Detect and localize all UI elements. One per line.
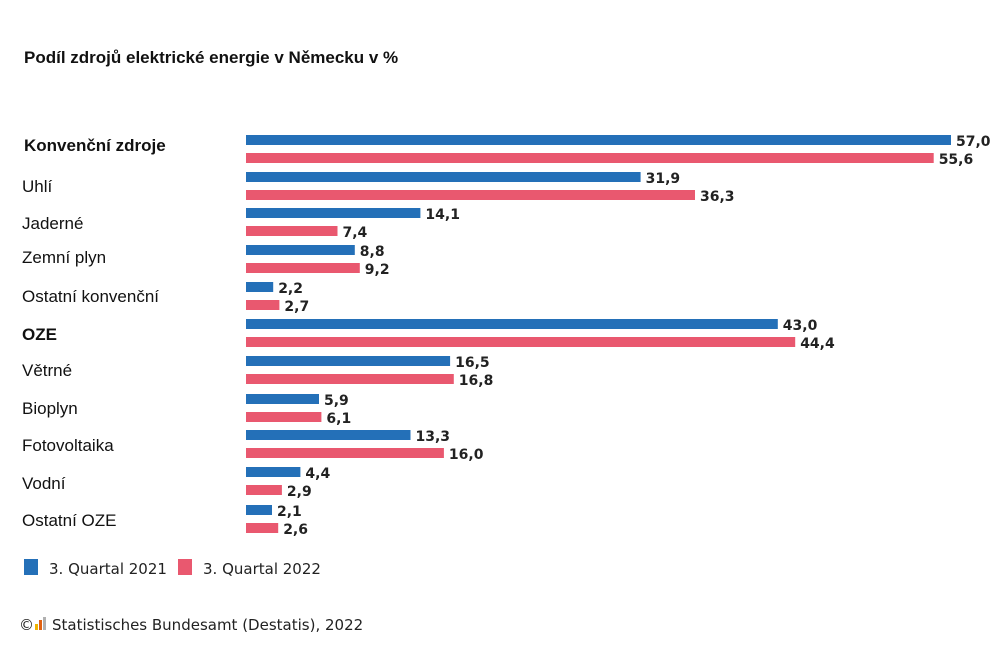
bar-2022 bbox=[246, 153, 934, 163]
bar-2021 bbox=[246, 505, 272, 515]
data-label: 8,8 bbox=[360, 244, 385, 260]
bar-2021 bbox=[246, 245, 355, 255]
bar-2021 bbox=[246, 135, 951, 145]
bar-2022 bbox=[246, 412, 322, 422]
value-labels: 57,0 55,6 31,9 36,3 14,1 7,4 8,8 9,2 2,2 2,7 43,0 4… bbox=[277, 134, 991, 538]
data-label: 57,0 bbox=[956, 134, 991, 150]
bar-2021 bbox=[246, 394, 319, 404]
bar-2021 bbox=[246, 282, 274, 292]
data-label: 2,7 bbox=[284, 299, 309, 315]
data-label: 36,3 bbox=[700, 189, 735, 205]
bar-2021 bbox=[246, 208, 421, 218]
legend-swatch-2022 bbox=[178, 559, 192, 575]
source-text: Statistisches Bundesamt (Destatis), 2022 bbox=[52, 616, 363, 634]
data-label: 9,2 bbox=[365, 262, 390, 278]
bars bbox=[246, 135, 951, 533]
data-label: 2,6 bbox=[283, 522, 308, 538]
category-label: Zemní plyn bbox=[22, 248, 106, 267]
category-label: Ostatní konvenční bbox=[22, 287, 159, 306]
data-label: 16,5 bbox=[455, 355, 490, 371]
category-label: Bioplyn bbox=[22, 399, 78, 418]
bar-2021 bbox=[246, 356, 451, 366]
bar-2022 bbox=[246, 374, 454, 384]
data-label: 55,6 bbox=[939, 152, 974, 168]
bar-2021 bbox=[246, 467, 301, 477]
category-label: Ostatní OZE bbox=[22, 511, 116, 530]
data-label: 14,1 bbox=[425, 207, 460, 223]
data-label: 16,0 bbox=[449, 447, 484, 463]
bar-2021 bbox=[246, 430, 411, 440]
chart-title: Podíl zdrojů elektrické energie v Německ… bbox=[24, 48, 398, 67]
category-label: Konvenční zdroje bbox=[24, 136, 166, 155]
data-label: 13,3 bbox=[416, 429, 451, 445]
bar-2022 bbox=[246, 523, 279, 533]
category-label: Jaderné bbox=[22, 214, 83, 233]
bar-2022 bbox=[246, 300, 280, 310]
category-label: Fotovoltaika bbox=[22, 436, 114, 455]
category-label: Vodní bbox=[22, 474, 66, 493]
category-labels: Konvenční zdroje Uhlí Jaderné Zemní plyn Ost… bbox=[22, 136, 166, 530]
category-label: Větrné bbox=[22, 361, 72, 380]
legend-swatch-2021 bbox=[24, 559, 38, 575]
data-label: 5,9 bbox=[324, 393, 349, 409]
destatis-logo-icon bbox=[35, 617, 46, 630]
bar-2021 bbox=[246, 172, 641, 182]
data-label: 16,8 bbox=[459, 373, 494, 389]
legend-label-2021: 3. Quartal 2021 bbox=[49, 560, 167, 578]
data-label: 31,9 bbox=[646, 171, 681, 187]
bar-2021 bbox=[246, 319, 778, 329]
copyright-symbol: © bbox=[19, 616, 34, 634]
bar-2022 bbox=[246, 448, 444, 458]
data-label: 44,4 bbox=[800, 336, 835, 352]
legend-label-2022: 3. Quartal 2022 bbox=[203, 560, 321, 578]
data-label: 43,0 bbox=[783, 318, 818, 334]
category-label: Uhlí bbox=[22, 177, 53, 196]
data-label: 2,1 bbox=[277, 504, 302, 520]
bar-2022 bbox=[246, 226, 338, 236]
data-label: 6,1 bbox=[326, 411, 351, 427]
data-label: 2,9 bbox=[287, 484, 312, 500]
bar-2022 bbox=[246, 190, 695, 200]
bar-2022 bbox=[246, 485, 282, 495]
data-label: 4,4 bbox=[305, 466, 330, 482]
bar-2022 bbox=[246, 263, 360, 273]
data-label: 7,4 bbox=[343, 225, 368, 241]
bar-2022 bbox=[246, 337, 796, 347]
source-note: © Statistisches Bundesamt (Destatis), 20… bbox=[19, 616, 363, 634]
legend: 3. Quartal 2021 3. Quartal 2022 bbox=[24, 559, 321, 578]
data-label: 2,2 bbox=[278, 281, 303, 297]
category-label: OZE bbox=[22, 325, 57, 344]
